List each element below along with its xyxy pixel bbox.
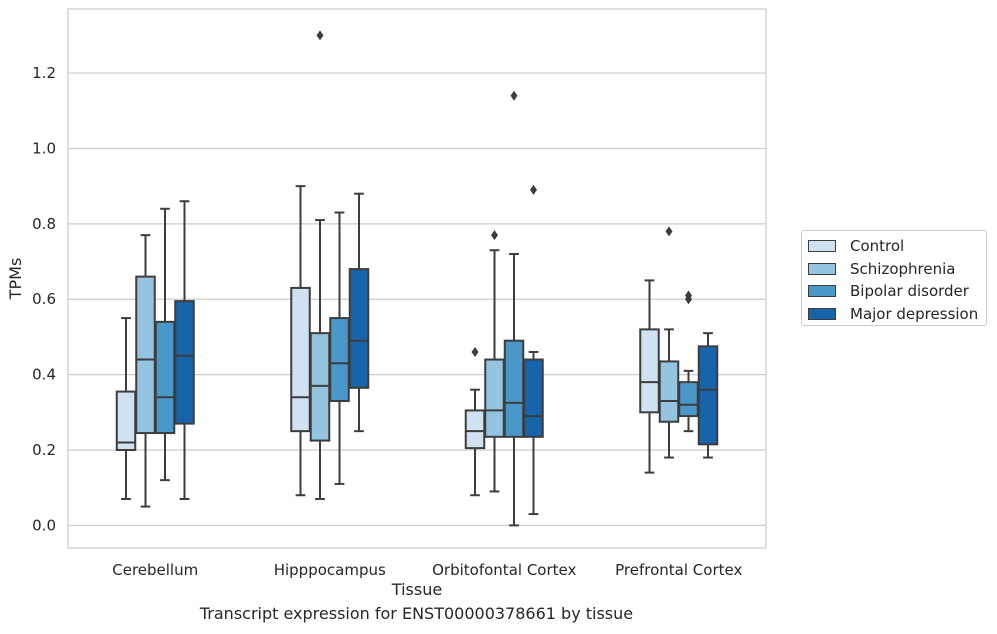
legend-label: Major depression	[850, 304, 979, 323]
legend-item: Bipolar disorder	[808, 280, 986, 303]
x-tick-label: Orbitofontal Cortex	[432, 561, 576, 579]
outlier-point	[491, 230, 498, 241]
x-tick-label: Prefrontal Cortex	[615, 561, 742, 579]
legend: Control Schizophrenia Bipolar disorder Majo…	[801, 230, 987, 326]
box-schizophrenia-orbitofontal-cortex	[484, 230, 505, 493]
y-tick-label: 1.2	[32, 64, 56, 82]
outlier-point	[530, 184, 537, 195]
box-schizophrenia-cerebellum	[135, 234, 156, 508]
box-control-prefrontal-cortex	[639, 279, 660, 474]
box-schizophrenia-hipppocampus	[309, 30, 331, 500]
legend-swatch	[808, 285, 836, 298]
y-tick-label: 0.2	[32, 441, 56, 459]
box-major-depression-hipppocampus	[348, 192, 370, 433]
box-body	[329, 317, 350, 403]
box-major-depression-orbitofontal-cortex	[523, 184, 544, 516]
box-bipolar-disorder-hipppocampus	[329, 211, 350, 485]
legend-swatch	[808, 307, 836, 320]
box-body	[154, 320, 176, 435]
box-major-depression-cerebellum	[174, 200, 195, 500]
box-body	[464, 409, 486, 450]
box-body	[135, 275, 156, 435]
legend-label: Control	[850, 237, 905, 256]
legend-swatch	[808, 240, 836, 253]
box-schizophrenia-prefrontal-cortex	[658, 226, 680, 459]
box-body	[115, 390, 137, 452]
y-tick-label: 0.4	[32, 366, 56, 384]
legend-swatch	[808, 262, 836, 275]
y-tick-label: 0.0	[32, 516, 56, 534]
y-axis-label: TPMs	[6, 258, 25, 301]
box-body	[523, 358, 544, 438]
box-major-depression-prefrontal-cortex	[697, 332, 719, 459]
box-bipolar-disorder-orbitofontal-cortex	[503, 90, 525, 527]
chart-caption: Transcript expression for ENST0000037866…	[199, 604, 634, 623]
box-bipolar-disorder-prefrontal-cortex	[678, 290, 699, 433]
box-bipolar-disorder-cerebellum	[154, 207, 176, 482]
y-tick-label: 0.6	[32, 290, 56, 308]
y-tick-label: 0.8	[32, 215, 56, 233]
grid-lines	[68, 72, 766, 526]
box-body	[678, 381, 699, 418]
box-body	[348, 268, 370, 389]
box-body	[658, 360, 680, 423]
y-axis-ticks: 0.0 0.2 0.4 0.6 0.8 1.0 1.2	[32, 64, 56, 534]
legend-label: Bipolar disorder	[850, 282, 969, 301]
x-tick-label: Hipppocampus	[274, 561, 386, 579]
outlier-point	[685, 290, 692, 301]
outlier-point	[316, 30, 324, 41]
outlier-point	[665, 226, 673, 237]
x-tick-label: Cerebellum	[112, 561, 198, 579]
box-body	[290, 286, 311, 433]
box-body	[639, 328, 660, 414]
x-axis-label: Tissue	[391, 580, 442, 599]
box-control-cerebellum	[115, 317, 137, 500]
boxes-layer	[115, 30, 719, 527]
box-body	[697, 345, 719, 446]
y-tick-label: 1.0	[32, 139, 56, 157]
legend-item: Schizophrenia	[808, 258, 986, 281]
box-control-hipppocampus	[290, 185, 311, 497]
legend-item: Control	[808, 235, 986, 258]
legend-item: Major depression	[808, 303, 986, 326]
x-axis-ticks: Cerebellum Hipppocampus Orbitofontal Corte…	[112, 561, 742, 579]
legend-label: Schizophrenia	[850, 259, 956, 278]
box-body	[503, 339, 525, 438]
box-body	[174, 300, 195, 425]
outlier-point	[510, 90, 518, 101]
box-body	[484, 358, 505, 438]
plot-frame	[67, 8, 767, 549]
box-control-orbitofontal-cortex	[464, 347, 486, 497]
outlier-point	[471, 347, 479, 357]
